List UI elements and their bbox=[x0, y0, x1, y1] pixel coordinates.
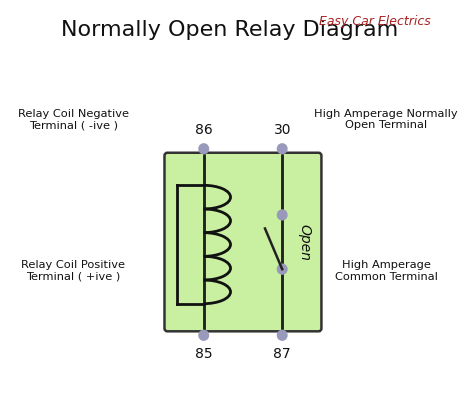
Circle shape bbox=[277, 210, 287, 220]
Text: 86: 86 bbox=[195, 123, 213, 137]
Circle shape bbox=[277, 330, 287, 340]
Text: High Amperage
Common Terminal: High Amperage Common Terminal bbox=[335, 260, 438, 282]
Circle shape bbox=[277, 144, 287, 154]
Text: 85: 85 bbox=[195, 347, 212, 361]
Text: 30: 30 bbox=[273, 123, 291, 137]
Text: Relay Coil Positive
Terminal ( +ive ): Relay Coil Positive Terminal ( +ive ) bbox=[21, 260, 125, 282]
Text: Open: Open bbox=[297, 224, 311, 261]
Text: Relay Coil Negative
Terminal ( -ive ): Relay Coil Negative Terminal ( -ive ) bbox=[18, 109, 128, 130]
Text: Normally Open Relay Diagram: Normally Open Relay Diagram bbox=[61, 20, 398, 40]
FancyBboxPatch shape bbox=[164, 153, 321, 331]
Circle shape bbox=[199, 330, 209, 340]
Text: High Amperage Normally
Open Terminal: High Amperage Normally Open Terminal bbox=[314, 109, 458, 130]
Text: 87: 87 bbox=[273, 347, 291, 361]
Circle shape bbox=[199, 144, 209, 154]
Text: Easy Car Electrics: Easy Car Electrics bbox=[319, 15, 430, 28]
Circle shape bbox=[277, 264, 287, 274]
